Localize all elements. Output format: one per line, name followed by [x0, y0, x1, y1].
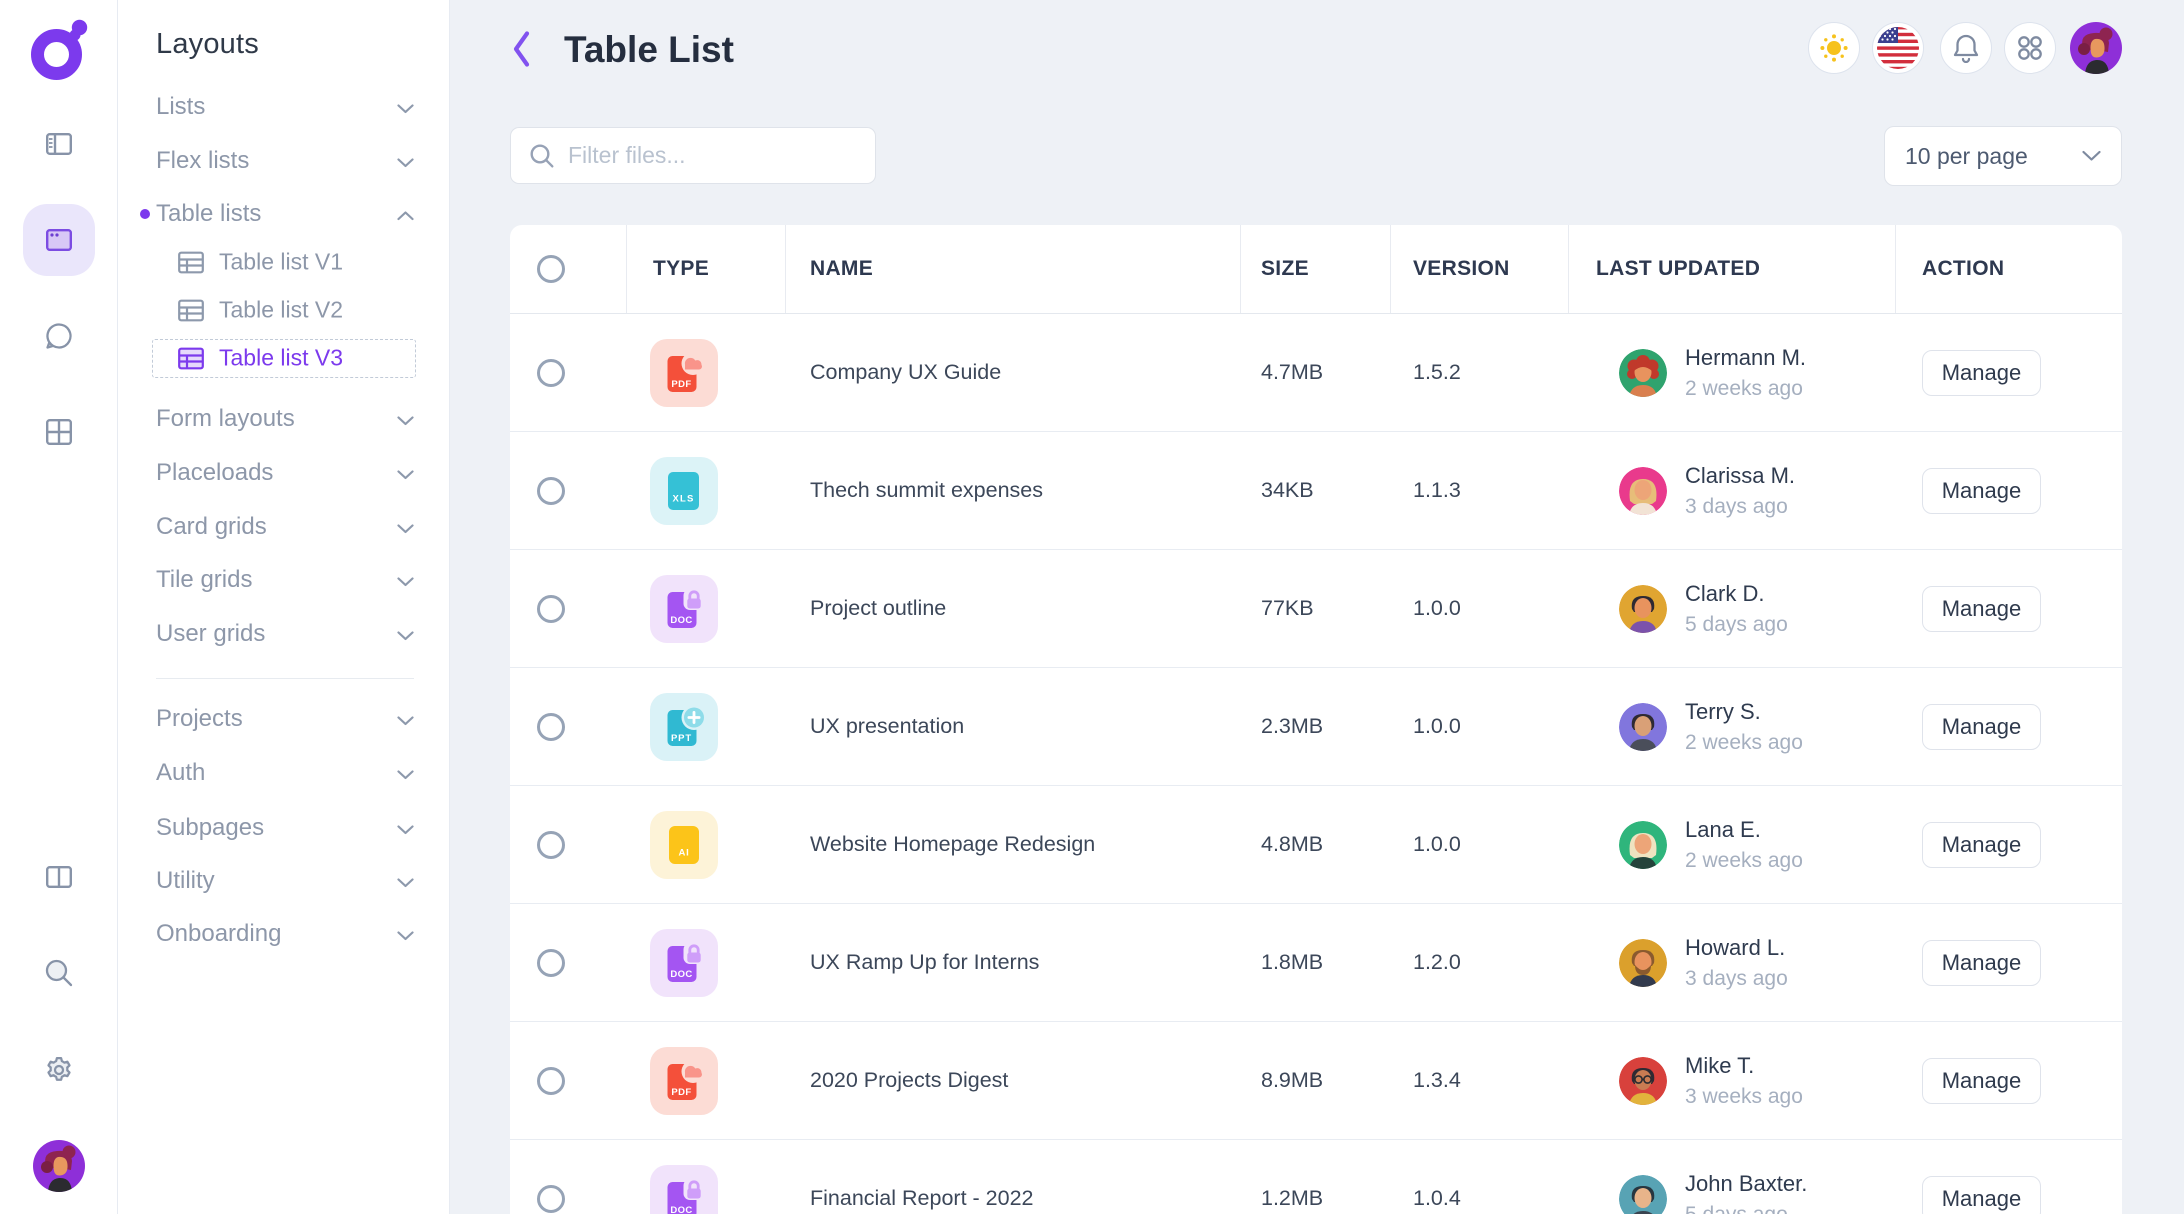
svg-text:PDF: PDF [671, 1087, 691, 1098]
svg-text:DOC: DOC [670, 615, 692, 626]
svg-text:AI: AI [678, 847, 689, 858]
svg-text:PPT: PPT [671, 733, 692, 744]
svg-text:DOC: DOC [670, 1205, 692, 1214]
svg-text:DOC: DOC [670, 969, 692, 980]
svg-text:PDF: PDF [671, 379, 691, 390]
svg-text:XLS: XLS [672, 493, 694, 504]
